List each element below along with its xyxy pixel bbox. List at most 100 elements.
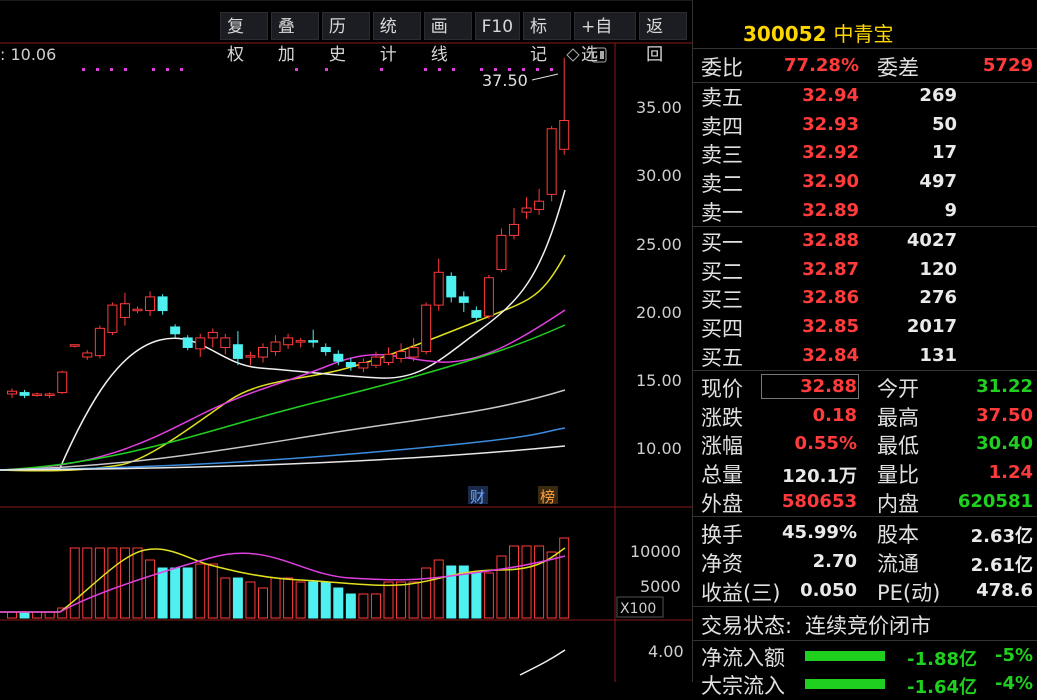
divider bbox=[693, 516, 1037, 517]
flow-pct: -5% bbox=[994, 645, 1033, 666]
volume-bar bbox=[396, 581, 407, 619]
quote-label: 量比 bbox=[877, 463, 919, 488]
candle-body bbox=[258, 346, 268, 358]
quote-row: 涨幅 0.55% 最低 30.40 bbox=[693, 430, 1037, 458]
stats-row: 换手 45.99% 股本 2.63亿 bbox=[693, 519, 1037, 547]
flow-value: -1.88亿 bbox=[907, 649, 977, 670]
statistics-button[interactable]: 统计 bbox=[372, 12, 421, 65]
lower-tick-4: 4.00 bbox=[648, 642, 684, 661]
divider bbox=[693, 82, 1037, 83]
bid-price: 32.87 bbox=[802, 258, 859, 280]
back-button[interactable]: 返回 bbox=[639, 12, 688, 65]
candle-body bbox=[7, 390, 17, 395]
candle-body bbox=[57, 371, 68, 394]
event-dot bbox=[438, 68, 441, 71]
volume-bar bbox=[295, 581, 306, 619]
candle-body bbox=[132, 308, 143, 312]
bid-row[interactable]: 买一 32.88 4027 bbox=[693, 227, 1037, 255]
volume-bar bbox=[245, 581, 256, 619]
ask-row[interactable]: 卖三 32.92 17 bbox=[693, 139, 1037, 167]
weibi-row: 委比 77.28% 委差 5729 bbox=[693, 52, 1037, 80]
candle-body bbox=[182, 337, 193, 348]
volume-bar bbox=[220, 577, 231, 619]
stats-label: PE(动) bbox=[877, 581, 941, 605]
bid-row[interactable]: 买五 32.84 131 bbox=[693, 342, 1037, 370]
kline-chart[interactable]: : 10.06 37.50 35.00 30.00 25.00 20.00 15… bbox=[0, 0, 692, 682]
y-tick-15: 15.00 bbox=[636, 371, 682, 390]
ask-row[interactable]: 卖一 32.89 9 bbox=[693, 197, 1037, 225]
ask-row[interactable]: 卖五 32.94 269 bbox=[693, 82, 1037, 110]
quote-label: 涨幅 bbox=[701, 434, 743, 459]
draw-line-button[interactable]: 画线 bbox=[423, 12, 472, 65]
candle-body bbox=[207, 331, 218, 339]
candle-body bbox=[383, 353, 394, 364]
f10-button[interactable]: F10 bbox=[474, 12, 521, 40]
volume-bar bbox=[333, 587, 344, 619]
bid-volume: 2017 bbox=[906, 316, 957, 338]
ask-volume: 17 bbox=[931, 142, 957, 164]
ask-row[interactable]: 卖四 32.93 50 bbox=[693, 111, 1037, 139]
volume-bar bbox=[383, 581, 394, 619]
volume-bar bbox=[496, 555, 507, 619]
mark-button[interactable]: 标记 bbox=[523, 12, 571, 65]
candle-body bbox=[107, 304, 118, 333]
event-dot bbox=[124, 68, 127, 71]
y-tick-35: 35.00 bbox=[636, 98, 682, 117]
candle-body bbox=[195, 337, 206, 350]
candle-body bbox=[396, 351, 407, 359]
ma-line-yellow bbox=[0, 254, 566, 472]
candle-body bbox=[245, 355, 256, 358]
bid-label: 买五 bbox=[701, 345, 743, 370]
bid-row[interactable]: 买二 32.87 120 bbox=[693, 256, 1037, 284]
bid-price: 32.88 bbox=[802, 230, 859, 251]
quote-value: 32.88 bbox=[800, 376, 857, 397]
panel-toggle-icon[interactable] bbox=[591, 47, 607, 63]
trade-status-label: 交易状态: bbox=[701, 614, 793, 638]
diamond-icon[interactable] bbox=[566, 48, 580, 62]
volume-bar bbox=[207, 563, 218, 619]
event-dot bbox=[180, 68, 183, 71]
quote-label: 内盘 bbox=[877, 491, 919, 516]
cai-marker-bg bbox=[468, 486, 488, 504]
bang-marker[interactable]: 榜 bbox=[540, 488, 555, 506]
stock-code: 300052 bbox=[743, 22, 827, 46]
event-dot bbox=[494, 68, 497, 71]
bid-row[interactable]: 买四 32.85 2017 bbox=[693, 313, 1037, 341]
event-dot bbox=[424, 68, 427, 71]
quote-label: 总量 bbox=[701, 463, 743, 488]
quote-row: 总量 120.1万 量比 1.24 bbox=[693, 459, 1037, 487]
quote-row: 现价 32.88 今开 31.22 bbox=[693, 373, 1037, 401]
ask-label: 卖二 bbox=[701, 172, 743, 197]
bid-label: 买四 bbox=[701, 317, 743, 342]
overlay-button[interactable]: 叠加 bbox=[270, 12, 319, 65]
history-button[interactable]: 历史 bbox=[321, 12, 370, 65]
ask-price: 32.93 bbox=[802, 113, 859, 135]
ask-volume: 50 bbox=[931, 113, 957, 135]
ma-line-gray bbox=[0, 389, 566, 471]
volume-bar bbox=[433, 559, 444, 619]
volume-bar bbox=[19, 611, 30, 619]
volume-bar bbox=[82, 547, 93, 619]
divider bbox=[693, 640, 1037, 641]
bid-row[interactable]: 买三 32.86 276 bbox=[693, 284, 1037, 312]
add-watchlist-button[interactable]: +自选 bbox=[573, 12, 637, 65]
ask-label: 卖五 bbox=[701, 86, 743, 110]
fuquan-button[interactable]: 复权 bbox=[220, 12, 268, 65]
stats-row: 净资 2.70 流通 2.61亿 bbox=[693, 548, 1037, 576]
quote-panel: 300052 中青宝 委比 77.28% 委差 5729 交易状态: 连续竞价闭… bbox=[692, 0, 1037, 698]
volume-bar bbox=[521, 545, 532, 619]
event-dot bbox=[166, 68, 169, 71]
volume-bar bbox=[421, 567, 432, 619]
ask-volume: 497 bbox=[919, 171, 957, 193]
event-dots bbox=[82, 68, 553, 71]
event-dot bbox=[152, 68, 155, 71]
y-tick-20: 20.00 bbox=[636, 303, 682, 322]
stock-title: 300052 中青宝 bbox=[743, 18, 893, 47]
y-tick-25: 25.00 bbox=[636, 235, 682, 254]
cai-marker[interactable]: 财 bbox=[470, 488, 485, 506]
candle-body bbox=[320, 346, 331, 353]
ask-row[interactable]: 卖二 32.90 497 bbox=[693, 168, 1037, 196]
candles bbox=[7, 57, 570, 399]
volume-bar bbox=[32, 611, 43, 619]
ask-price: 32.94 bbox=[802, 85, 859, 106]
